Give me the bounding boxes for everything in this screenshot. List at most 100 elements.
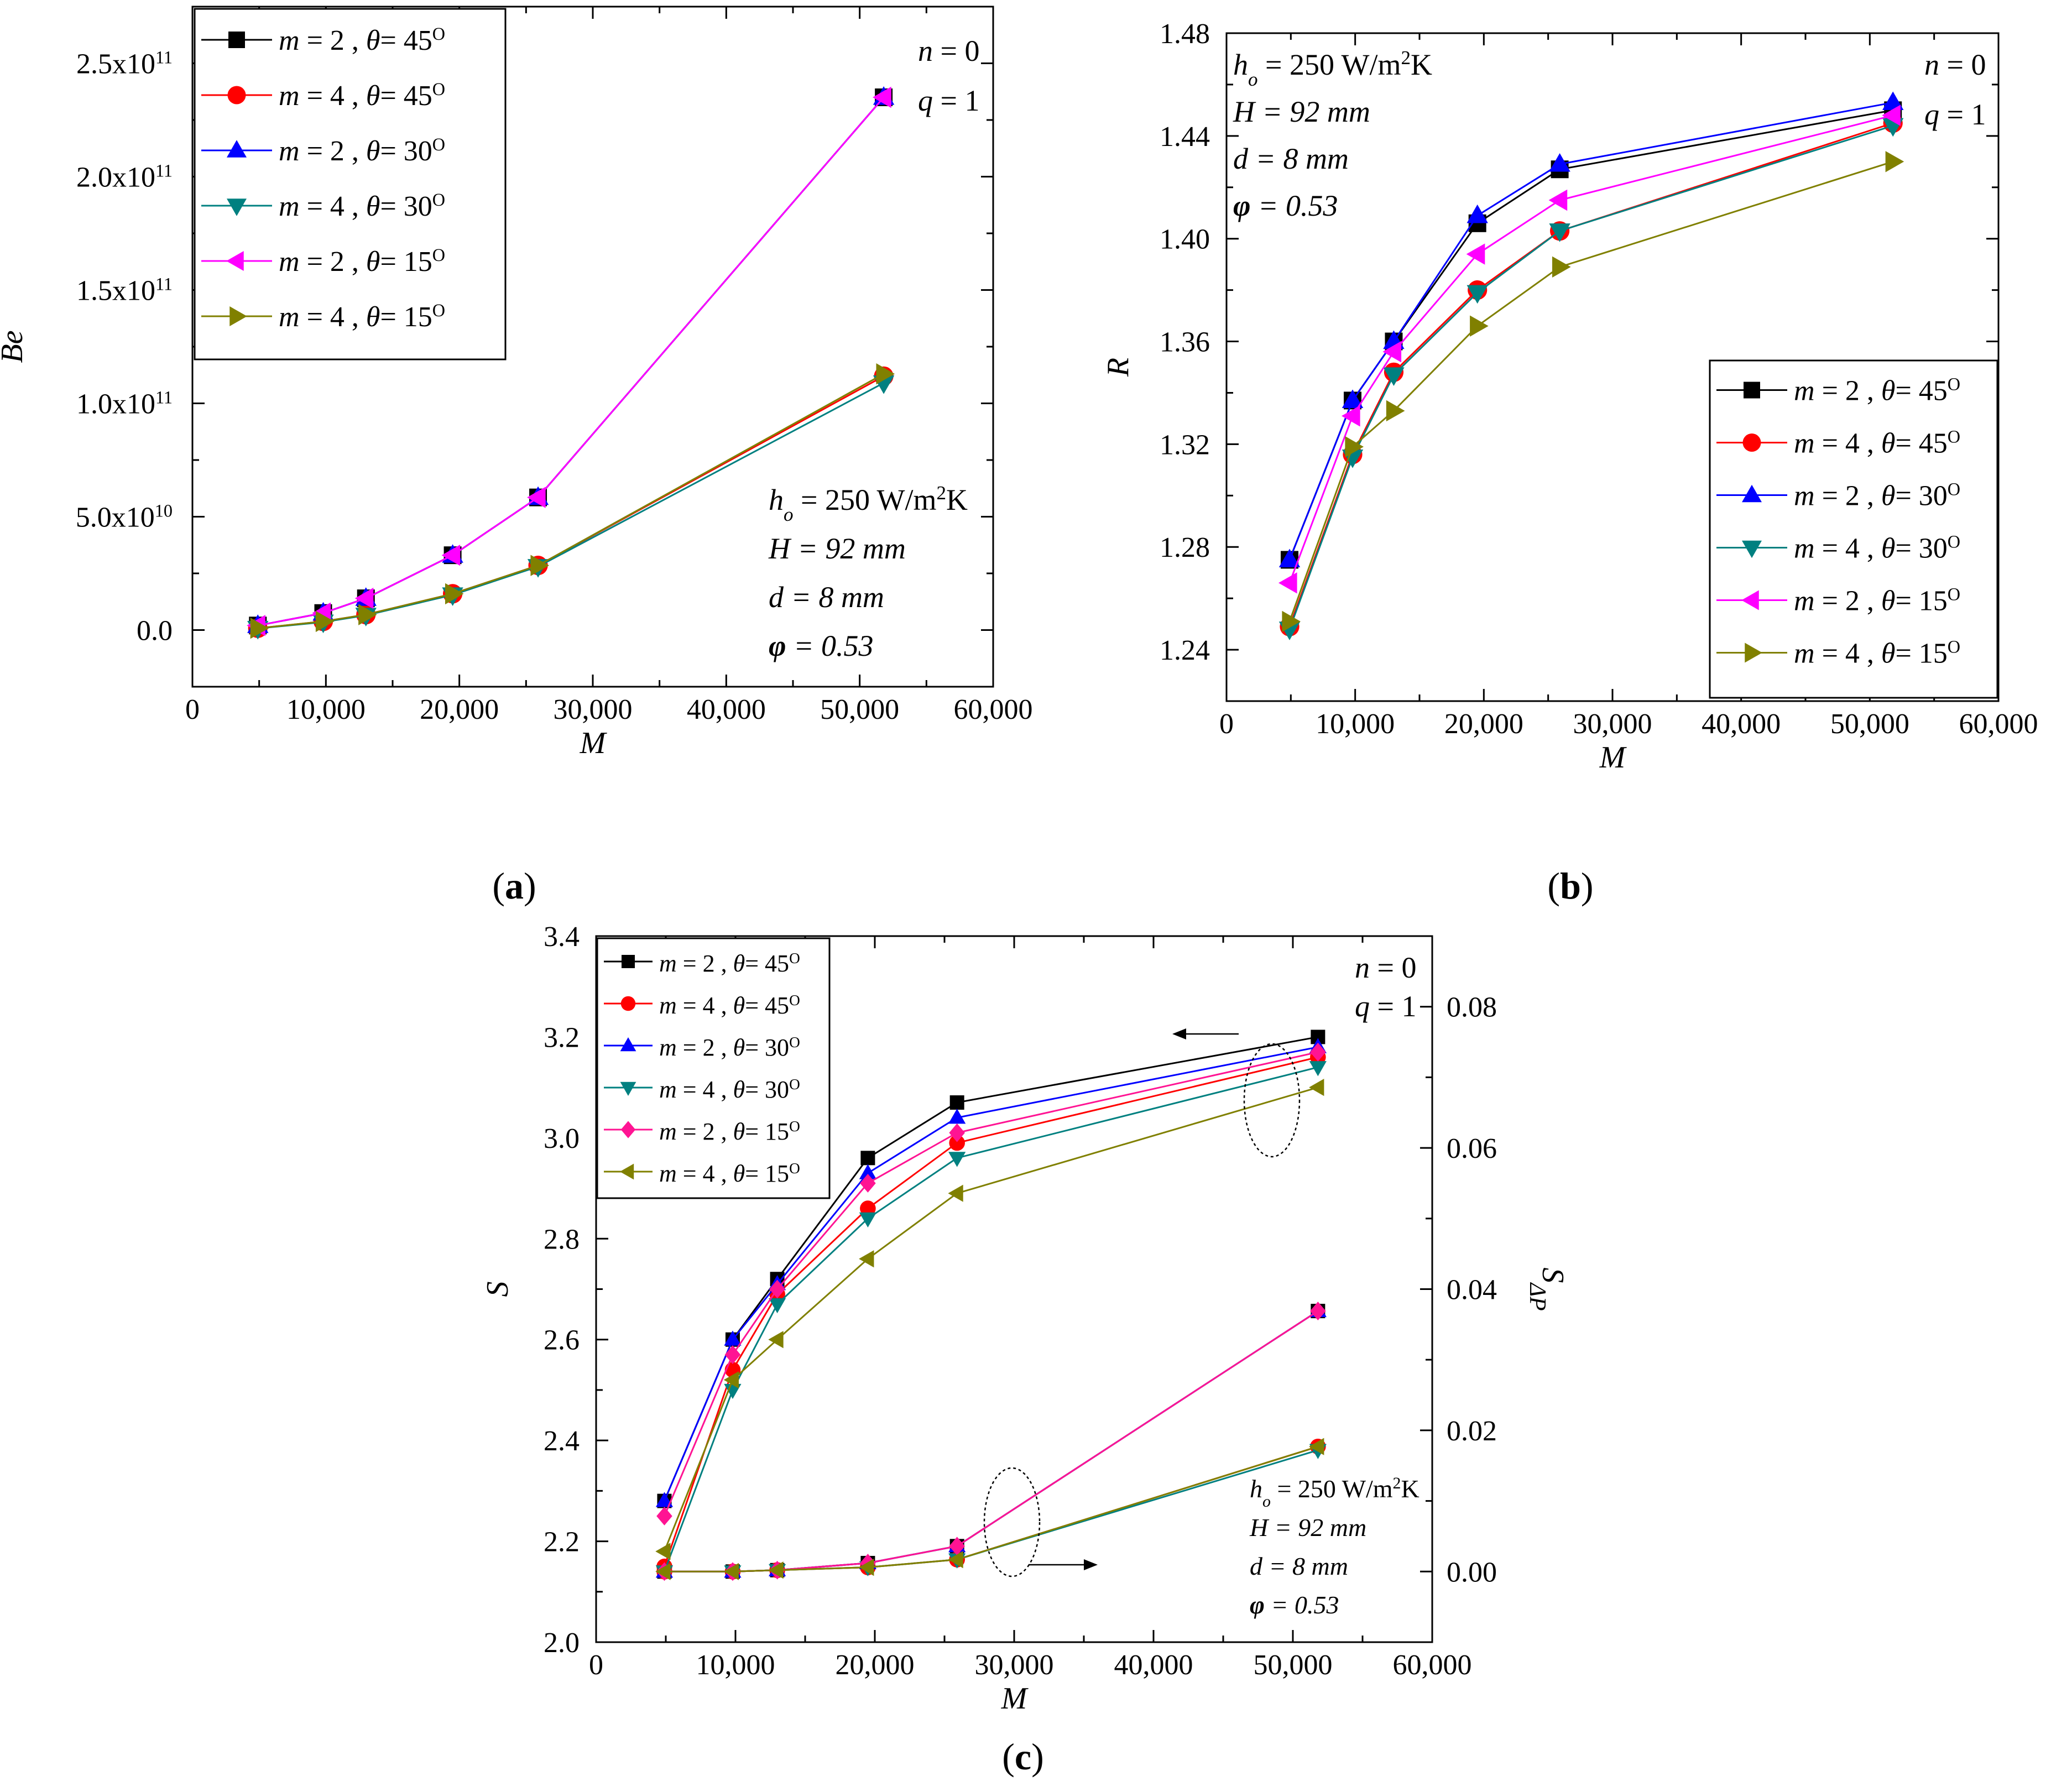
y-tick-label-right: 0.04: [1447, 1274, 1497, 1306]
param-text: φ = 0.53: [1250, 1591, 1339, 1619]
param-part: o: [1262, 1492, 1271, 1511]
param-text: φ = 0.53: [769, 629, 874, 662]
data-point: [1382, 341, 1402, 363]
data-point: [1310, 1042, 1326, 1062]
legend-label-part: = 45: [1895, 375, 1947, 407]
data-point: [1466, 243, 1485, 265]
legend-label-part: = 4 ,: [300, 80, 366, 112]
data-point: [1386, 400, 1405, 422]
legend-label-part: = 2 ,: [300, 25, 366, 56]
legend-label-part: θ: [366, 301, 380, 333]
legend-label-part: = 2 ,: [300, 135, 366, 167]
legend-label-part: = 30: [380, 191, 432, 222]
legend-label-part: O: [432, 24, 445, 44]
x-axis-label: M: [1599, 740, 1627, 775]
param-part: n: [1924, 48, 1939, 81]
param-text: H = 92 mm: [1249, 1513, 1366, 1542]
data-point: [949, 1135, 965, 1151]
data-point-right: [1310, 1302, 1326, 1320]
legend-marker: [1741, 590, 1759, 610]
data-point: [1309, 1061, 1327, 1077]
legend-label-part: = 45: [1895, 428, 1947, 459]
y-tick-label: 2.5x1011: [76, 48, 173, 80]
param-part: φ: [1250, 1591, 1265, 1619]
x-tick-label: 50,000: [1830, 708, 1909, 740]
legend-label-part: θ: [733, 950, 745, 977]
legend-label: m = 4 , θ= 45O: [659, 992, 800, 1019]
legend-label-part: O: [789, 1118, 800, 1135]
legend-label: m = 2 , θ= 30O: [1794, 479, 1960, 512]
data-point: [1549, 223, 1570, 242]
data-point: [949, 1123, 965, 1142]
legend-box: [194, 8, 507, 361]
y-tick-label: 1.36: [1160, 327, 1210, 358]
legend-label-part: m: [279, 301, 300, 333]
param-top-right: n = 0: [1924, 48, 1986, 81]
legend-label-part: m: [659, 1160, 677, 1187]
x-tick-label: 60,000: [954, 694, 1033, 725]
param-part: = 250 W/m: [794, 483, 937, 516]
panel-label: (b): [1547, 865, 1593, 907]
data-point-right: [655, 1563, 671, 1580]
legend-label-part: θ: [1881, 533, 1896, 565]
panel-label-part: ): [1031, 1736, 1044, 1778]
param-part: h: [1233, 48, 1248, 81]
legend-label-part: = 30: [1895, 533, 1947, 565]
legend-marker: [1745, 642, 1762, 663]
y-tick-label: 1.0x1011: [76, 388, 173, 420]
legend-label-part: = 4 ,: [677, 1076, 733, 1103]
legend-label-part: = 4 ,: [677, 992, 733, 1019]
legend-label-part: O: [1948, 637, 1960, 657]
param-text: H = 92 mm: [1233, 95, 1370, 128]
data-point: [1278, 548, 1301, 568]
x-tick-label: 30,000: [975, 1649, 1054, 1681]
x-tick-label: 10,000: [696, 1649, 775, 1681]
data-point: [354, 587, 374, 609]
legend-marker: [226, 251, 244, 271]
legend-label-part: m: [1794, 533, 1815, 565]
param-top-right: q = 1: [1924, 98, 1986, 131]
panel-label: (a): [492, 865, 536, 907]
data-point: [250, 618, 269, 639]
legend-marker: [227, 198, 247, 216]
legend-label: m = 2 , θ= 30O: [659, 1034, 800, 1061]
legend-label-part: = 15: [380, 246, 432, 278]
param-part: K: [1401, 1475, 1419, 1503]
data-point: [876, 363, 895, 385]
x-tick-label: 30,000: [554, 694, 633, 725]
legend-label-part: = 45: [380, 25, 432, 56]
legend-marker: [228, 32, 245, 48]
x-tick-label: 30,000: [1573, 708, 1652, 740]
legend-marker: [1744, 382, 1760, 399]
legend-label-part: m: [1794, 375, 1815, 407]
param-part: h: [769, 483, 784, 516]
panel-label-part: a: [505, 865, 524, 907]
data-point: [769, 1298, 786, 1314]
legend-box: [596, 937, 831, 1199]
legend-label-part: m: [279, 135, 300, 167]
y-tick-label-part: 5.0x10: [76, 502, 155, 534]
x-tick-label: 0: [589, 1649, 603, 1681]
y-tick-label: 2.0x1011: [76, 161, 173, 194]
y-tick-label: 1.48: [1160, 18, 1210, 50]
series-line: [1288, 124, 1893, 630]
legend-label: m = 4 , θ= 30O: [279, 190, 445, 222]
legend-marker: [229, 306, 247, 326]
y-tick-label-part: 2.5x10: [76, 49, 155, 80]
data-point: [441, 545, 461, 566]
legend-label-part: O: [432, 300, 445, 320]
legend-label-part: = 2 ,: [1815, 586, 1881, 617]
y-tick-label: 2.0: [544, 1627, 580, 1659]
y-tick-label: 3.0: [544, 1123, 580, 1154]
legend-label-part: θ: [1881, 428, 1896, 459]
y-tick-label: 5.0x1010: [76, 501, 173, 534]
param-part: = 0.53: [1251, 189, 1338, 222]
param-part: φ: [1233, 189, 1251, 222]
legend-label-part: O: [432, 245, 445, 265]
param-top-right: q = 1: [918, 84, 979, 117]
data-point: [1342, 389, 1364, 408]
y-tick-label-right: 0.06: [1447, 1133, 1497, 1164]
series-line: [258, 373, 884, 629]
data-point: [724, 1383, 742, 1399]
